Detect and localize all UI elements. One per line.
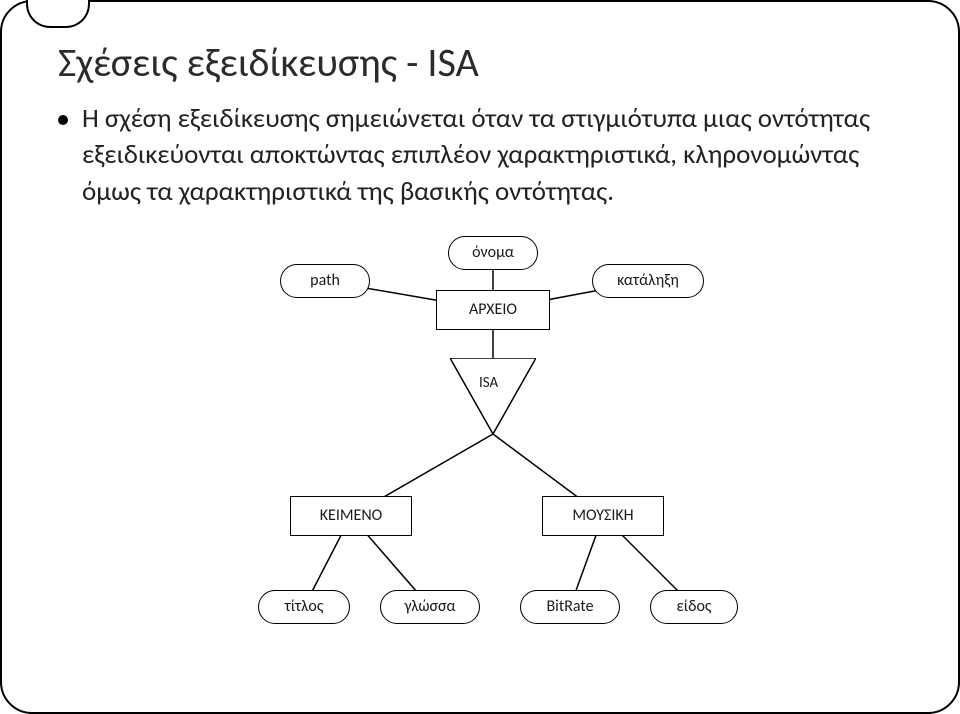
corner-tab-accent [26, 0, 90, 28]
node-onoma: όνομα [448, 236, 538, 270]
node-isa-label: ISA [479, 376, 498, 391]
node-glossa: γλώσσα [380, 590, 480, 624]
node-path: path [280, 264, 370, 298]
node-bitrate: BitRate [520, 590, 620, 624]
node-isa: ISA [450, 358, 536, 434]
slide-frame: Σχέσεις εξειδίκευσης - ISA Η σχέση εξειδ… [0, 0, 960, 714]
bullet-dot-icon [58, 115, 68, 125]
node-katal: κατάληξη [592, 264, 704, 298]
slide-title: Σχέσεις εξειδίκευσης - ISA [58, 38, 902, 87]
node-mousiki: ΜΟΥΣΙΚΗ [542, 496, 664, 536]
bullet-item: Η σχέση εξειδίκευσης σημειώνεται όταν τα… [58, 101, 902, 210]
node-arxeio: ΑΡΧΕΙΟ [436, 290, 550, 330]
node-keimeno: ΚΕΙΜΕΝΟ [290, 496, 412, 536]
node-titlos: τίτλος [258, 590, 350, 624]
node-eidos: είδος [650, 590, 738, 624]
isa-diagram: path όνομα κατάληξη ΑΡΧΕΙΟ ISA ΚΕΙΜΕΝΟ ΜΟΥΣΙΚΗ… [220, 218, 740, 638]
bullet-text: Η σχέση εξειδίκευσης σημειώνεται όταν τα… [82, 101, 902, 210]
